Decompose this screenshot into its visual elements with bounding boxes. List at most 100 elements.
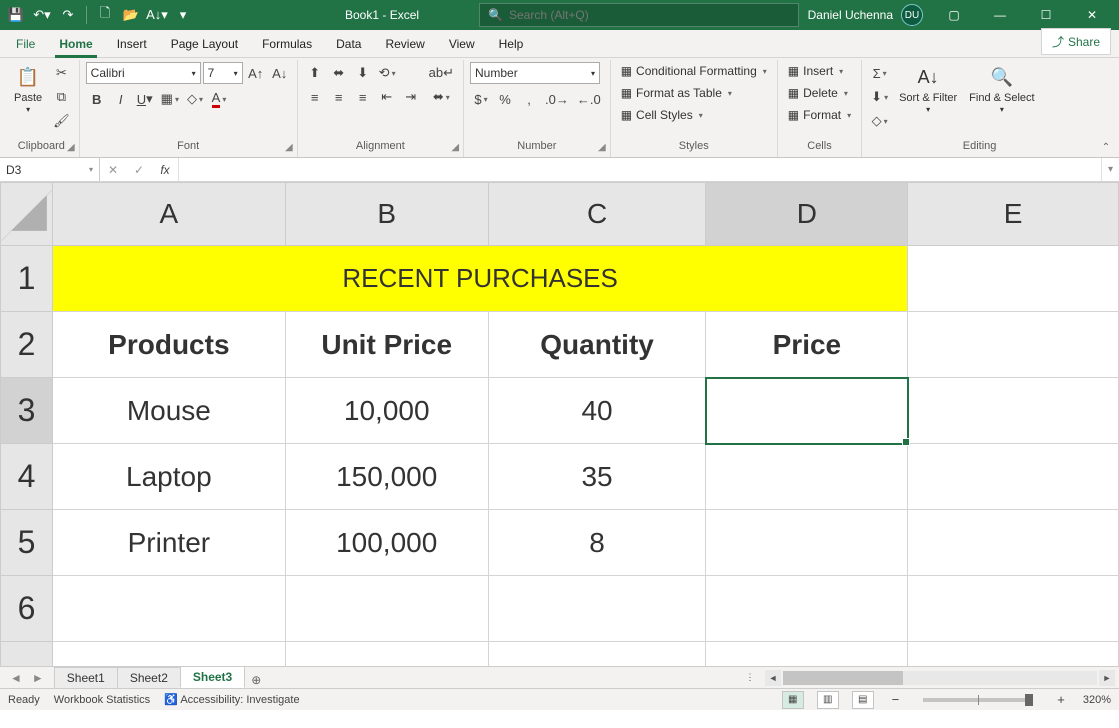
align-center-button[interactable]: ≡ <box>328 86 350 108</box>
sheet-nav-next[interactable]: ► <box>32 671 44 685</box>
underline-button[interactable]: U▾ <box>134 88 156 110</box>
cell-A5[interactable]: Printer <box>52 510 285 576</box>
cell-C5[interactable]: 8 <box>488 510 706 576</box>
cell-A7[interactable] <box>52 642 285 667</box>
alignment-dialog-launcher[interactable]: ◢ <box>451 142 459 153</box>
open-file-icon[interactable]: 📂 <box>119 3 143 27</box>
cell-E3[interactable] <box>908 378 1119 444</box>
cell-A4[interactable]: Laptop <box>52 444 285 510</box>
col-header-A[interactable]: A <box>52 183 285 246</box>
insert-cells-button[interactable]: ▦Insert <box>784 62 847 80</box>
maximize-button[interactable]: ☐ <box>1023 0 1069 30</box>
font-color-button[interactable]: A <box>208 88 230 110</box>
bold-button[interactable]: B <box>86 88 108 110</box>
cancel-formula-button[interactable]: ✕ <box>100 163 126 177</box>
align-top-button[interactable]: ⬆ <box>304 62 326 84</box>
cell-B7[interactable] <box>285 642 488 667</box>
percent-button[interactable]: % <box>494 88 516 110</box>
cell-E5[interactable] <box>908 510 1119 576</box>
align-bottom-button[interactable]: ⬇ <box>352 62 374 84</box>
col-header-D[interactable]: D <box>706 183 908 246</box>
clipboard-dialog-launcher[interactable]: ◢ <box>67 142 75 153</box>
cell-D5[interactable] <box>706 510 908 576</box>
copy-button[interactable]: ⧉ <box>50 86 73 108</box>
cell-E4[interactable] <box>908 444 1119 510</box>
cell-styles-button[interactable]: ▦Cell Styles <box>617 106 707 124</box>
paste-button[interactable]: 📋 Paste ▾ <box>10 62 46 117</box>
cell-B4[interactable]: 150,000 <box>285 444 488 510</box>
currency-button[interactable]: $ <box>470 88 492 110</box>
normal-view-button[interactable]: ▦ <box>782 691 804 709</box>
align-middle-button[interactable]: ⬌ <box>328 62 350 84</box>
name-box[interactable]: D3▾ <box>0 158 100 181</box>
fill-button[interactable]: ⬇ <box>868 86 891 108</box>
select-all-corner[interactable] <box>1 183 53 246</box>
sheet-tab-1[interactable]: Sheet1 <box>54 667 118 688</box>
zoom-slider[interactable] <box>923 698 1033 702</box>
font-name-combo[interactable]: Calibri▾ <box>86 62 201 84</box>
cell-A6[interactable] <box>52 576 285 642</box>
cell-D7[interactable] <box>706 642 908 667</box>
tab-formulas[interactable]: Formulas <box>250 31 324 57</box>
borders-button[interactable]: ▦ <box>158 88 182 110</box>
cell-title[interactable]: RECENT PURCHASES <box>52 246 907 312</box>
row-header-7[interactable]: 7 <box>1 642 53 667</box>
delete-cells-button[interactable]: ▦Delete <box>784 84 852 102</box>
tab-file[interactable]: File <box>4 31 47 57</box>
close-button[interactable]: ✕ <box>1069 0 1115 30</box>
save-icon[interactable]: 💾 <box>4 3 28 27</box>
comma-button[interactable]: , <box>518 88 540 110</box>
decrease-indent-button[interactable]: ⇤ <box>376 86 398 108</box>
cell-D2[interactable]: Price <box>706 312 908 378</box>
tab-page-layout[interactable]: Page Layout <box>159 31 250 57</box>
cell-C3[interactable]: 40 <box>488 378 706 444</box>
cell-D3[interactable] <box>706 378 908 444</box>
cell-E2[interactable] <box>908 312 1119 378</box>
hscroll-thumb[interactable] <box>783 671 903 685</box>
minimize-button[interactable]: — <box>977 0 1023 30</box>
italic-button[interactable]: I <box>110 88 132 110</box>
font-dialog-launcher[interactable]: ◢ <box>285 142 293 153</box>
wrap-text-button[interactable]: ab↵ <box>426 62 457 84</box>
share-button[interactable]: ⤴Share <box>1041 28 1111 55</box>
row-header-1[interactable]: 1 <box>1 246 53 312</box>
cell-E6[interactable] <box>908 576 1119 642</box>
col-header-C[interactable]: C <box>488 183 706 246</box>
cell-A2[interactable]: Products <box>52 312 285 378</box>
autosum-button[interactable]: Σ <box>868 62 891 84</box>
increase-indent-button[interactable]: ⇥ <box>400 86 422 108</box>
fill-color-button[interactable]: ◇ <box>184 88 206 110</box>
search-input[interactable] <box>509 8 790 22</box>
hscroll-right[interactable]: ► <box>1099 670 1115 686</box>
conditional-formatting-button[interactable]: ▦Conditional Formatting <box>617 62 771 80</box>
cell-D6[interactable] <box>706 576 908 642</box>
format-cells-button[interactable]: ▦Format <box>784 106 855 124</box>
undo-button[interactable]: ↶▾ <box>30 3 54 27</box>
formula-input[interactable] <box>179 158 1101 181</box>
cell-E1[interactable] <box>908 246 1119 312</box>
zoom-in-button[interactable]: + <box>1053 692 1069 707</box>
expand-formula-bar-button[interactable]: ▾ <box>1101 158 1119 181</box>
page-layout-view-button[interactable]: ▥ <box>817 691 839 709</box>
tab-scroll-handle[interactable]: ⋮ <box>743 672 757 683</box>
sheet-nav-prev[interactable]: ◄ <box>10 671 22 685</box>
fx-button[interactable]: fx <box>152 163 178 177</box>
cell-D4[interactable] <box>706 444 908 510</box>
tab-view[interactable]: View <box>437 31 487 57</box>
row-header-3[interactable]: 3 <box>1 378 53 444</box>
redo-button[interactable]: ↷ <box>56 3 80 27</box>
align-right-button[interactable]: ≡ <box>352 86 374 108</box>
clear-button[interactable]: ◇ <box>868 110 891 132</box>
tab-insert[interactable]: Insert <box>105 31 159 57</box>
cell-C7[interactable] <box>488 642 706 667</box>
cell-C4[interactable]: 35 <box>488 444 706 510</box>
new-sheet-button[interactable]: ⊕ <box>244 672 268 688</box>
cell-C6[interactable] <box>488 576 706 642</box>
zoom-level[interactable]: 320% <box>1083 694 1111 706</box>
cell-B6[interactable] <box>285 576 488 642</box>
new-file-icon[interactable]: 🗋 <box>93 3 117 27</box>
orientation-button[interactable]: ⟲ <box>376 62 399 84</box>
find-select-button[interactable]: 🔍 Find & Select▾ <box>965 62 1038 117</box>
increase-font-button[interactable]: A↑ <box>245 62 267 84</box>
tab-help[interactable]: Help <box>487 31 536 57</box>
